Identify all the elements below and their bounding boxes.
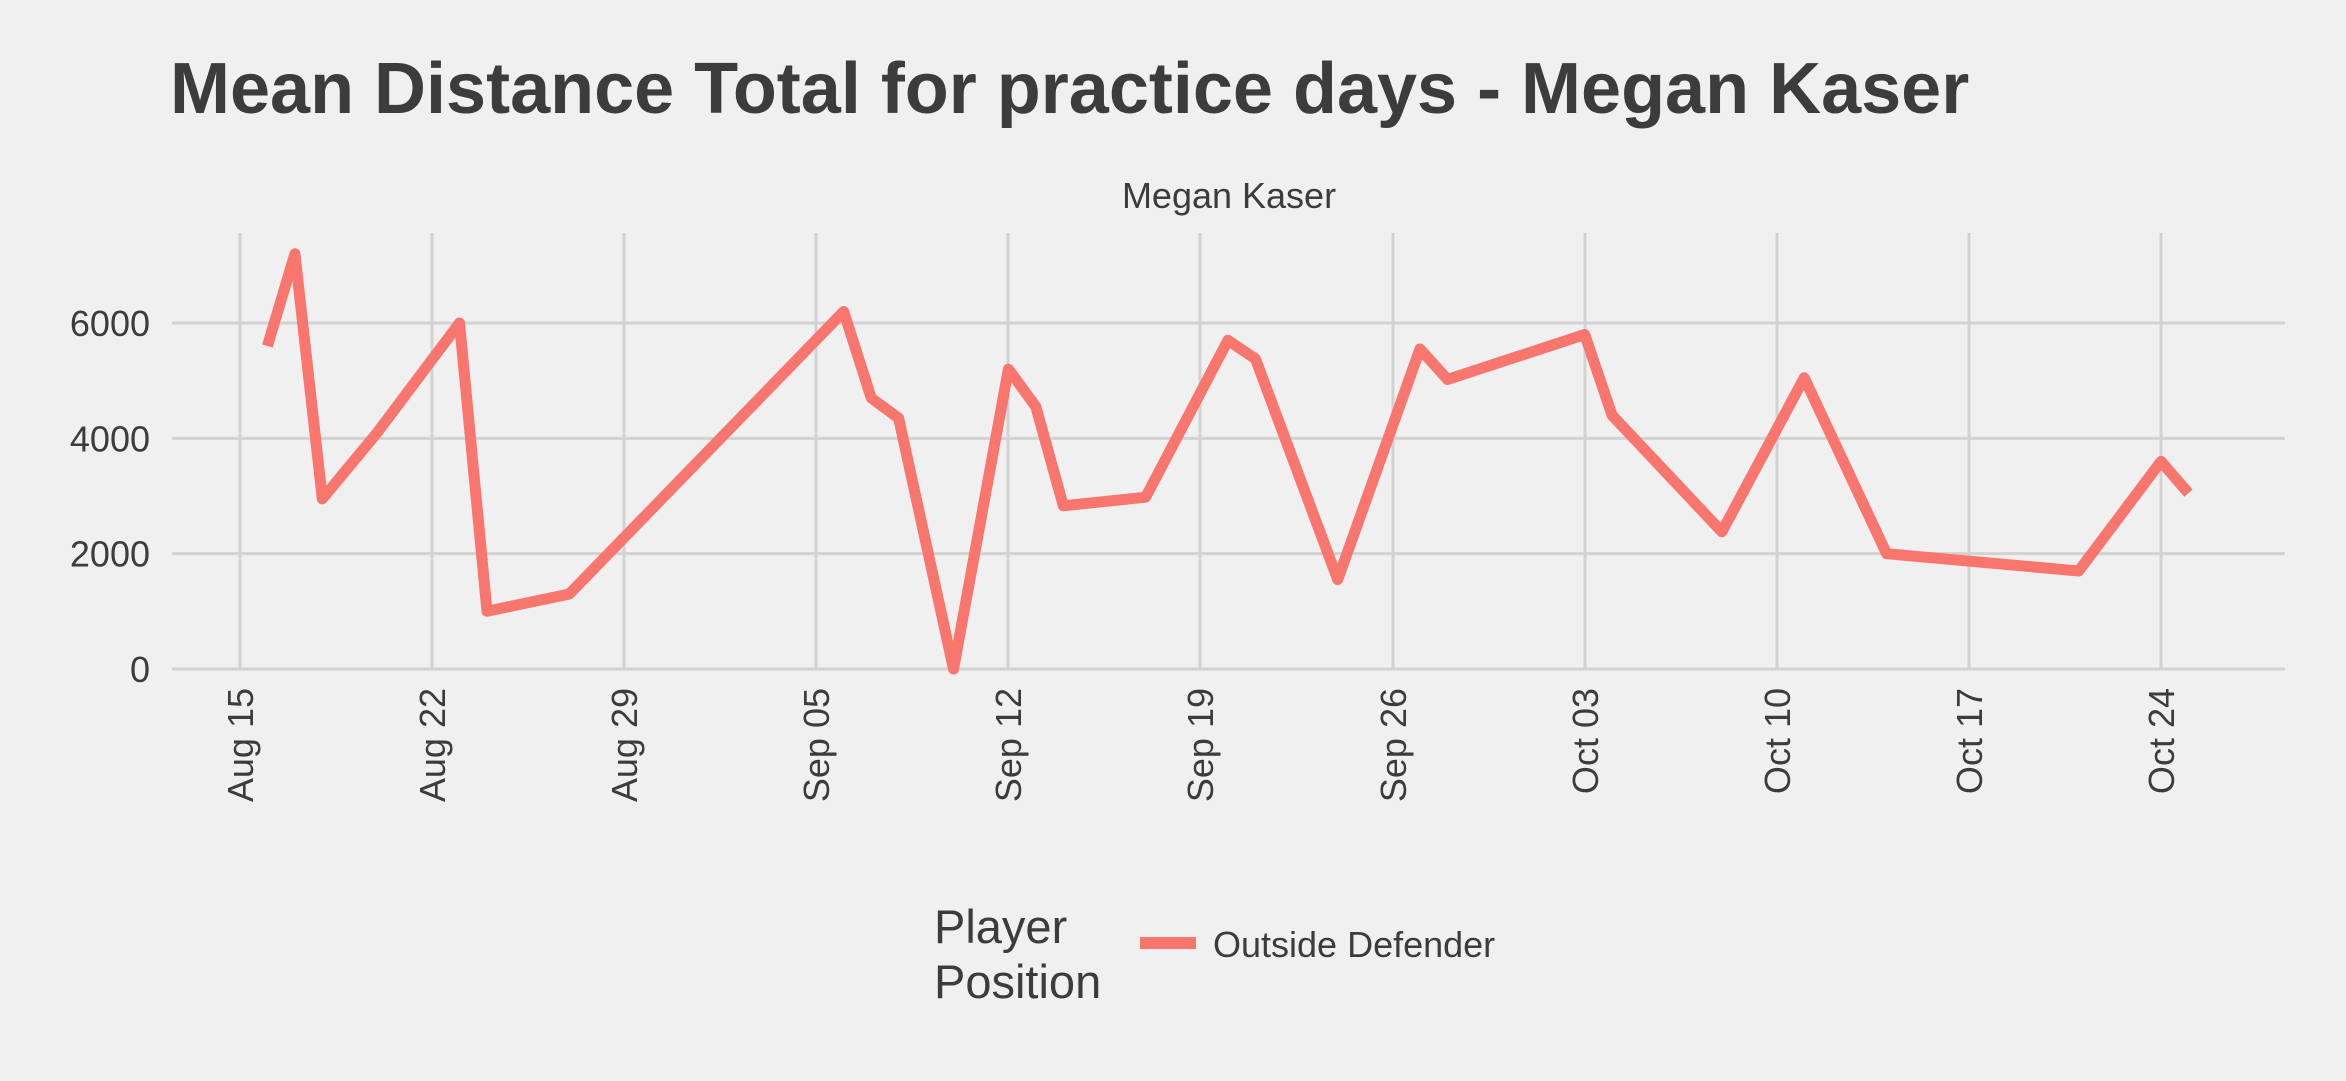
y-axis-ticks: 0 2000 4000 6000 <box>70 303 150 690</box>
legend: Player Position Outside Defender <box>934 900 1495 1008</box>
x-tick-label: Aug 22 <box>412 688 453 802</box>
x-tick-label: Oct 10 <box>1757 688 1798 794</box>
x-tick-label: Aug 15 <box>220 688 261 802</box>
x-tick-label: Aug 29 <box>604 688 645 802</box>
x-tick-label: Oct 24 <box>2141 688 2182 794</box>
x-tick-label: Sep 26 <box>1373 688 1414 802</box>
series-layer <box>262 248 2193 675</box>
x-axis-ticks: Aug 15 Aug 22 Aug 29 Sep 05 Sep 12 Sep 19 Sep … <box>220 688 2182 802</box>
y-tick-label: 2000 <box>70 534 150 575</box>
chart-title: Mean Distance Total for practice days - … <box>170 49 1969 129</box>
x-tick-label: Sep 12 <box>988 688 1029 802</box>
y-tick-label: 0 <box>130 649 150 690</box>
legend-label-outside-defender: Outside Defender <box>1213 924 1495 965</box>
x-tick-label: Oct 17 <box>1949 688 1990 794</box>
x-tick-label: Sep 05 <box>796 688 837 802</box>
y-tick-label: 4000 <box>70 418 150 459</box>
x-tick-label: Sep 19 <box>1180 688 1221 802</box>
legend-title-line-2: Position <box>934 955 1101 1008</box>
x-tick-label: Oct 03 <box>1565 688 1606 794</box>
series-line-outside-defender <box>262 248 2193 675</box>
y-tick-label: 6000 <box>70 303 150 344</box>
legend-title-line-1: Player <box>934 900 1067 953</box>
x-gridlines <box>238 233 2163 668</box>
facet-label: Megan Kaser <box>1122 175 1336 216</box>
